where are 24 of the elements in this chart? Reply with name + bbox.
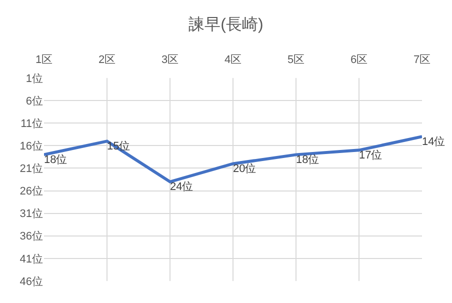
y-tick-label: 26位 — [20, 186, 43, 198]
data-label: 18位 — [296, 154, 320, 166]
y-tick-label: 31位 — [20, 208, 43, 220]
data-label: 24位 — [170, 181, 194, 194]
x-tick-label: 6区 — [350, 54, 368, 66]
y-tick-label: 36位 — [20, 230, 43, 243]
chart-title: 諫早(長崎) — [188, 15, 264, 34]
y-tick-label: 46位 — [20, 276, 43, 288]
x-tick-label: 7区 — [413, 54, 431, 66]
x-tick-label: 2区 — [98, 54, 116, 66]
y-tick-label: 16位 — [20, 140, 43, 153]
y-tick-label: 6位 — [26, 95, 43, 108]
data-label: 14位 — [422, 136, 446, 148]
y-tick-label: 1位 — [26, 72, 43, 85]
y-tick-label: 41位 — [20, 253, 43, 266]
x-tick-label: 4区 — [224, 54, 242, 66]
y-tick-label: 21位 — [20, 163, 43, 176]
data-label: 17位 — [359, 149, 382, 162]
data-label: 20位 — [233, 162, 256, 175]
x-tick-label: 1区 — [35, 54, 53, 66]
y-tick-label: 11位 — [20, 118, 43, 130]
x-tick-label: 5区 — [287, 54, 305, 66]
data-label: 18位 — [44, 154, 68, 166]
x-tick-label: 3区 — [161, 54, 179, 66]
